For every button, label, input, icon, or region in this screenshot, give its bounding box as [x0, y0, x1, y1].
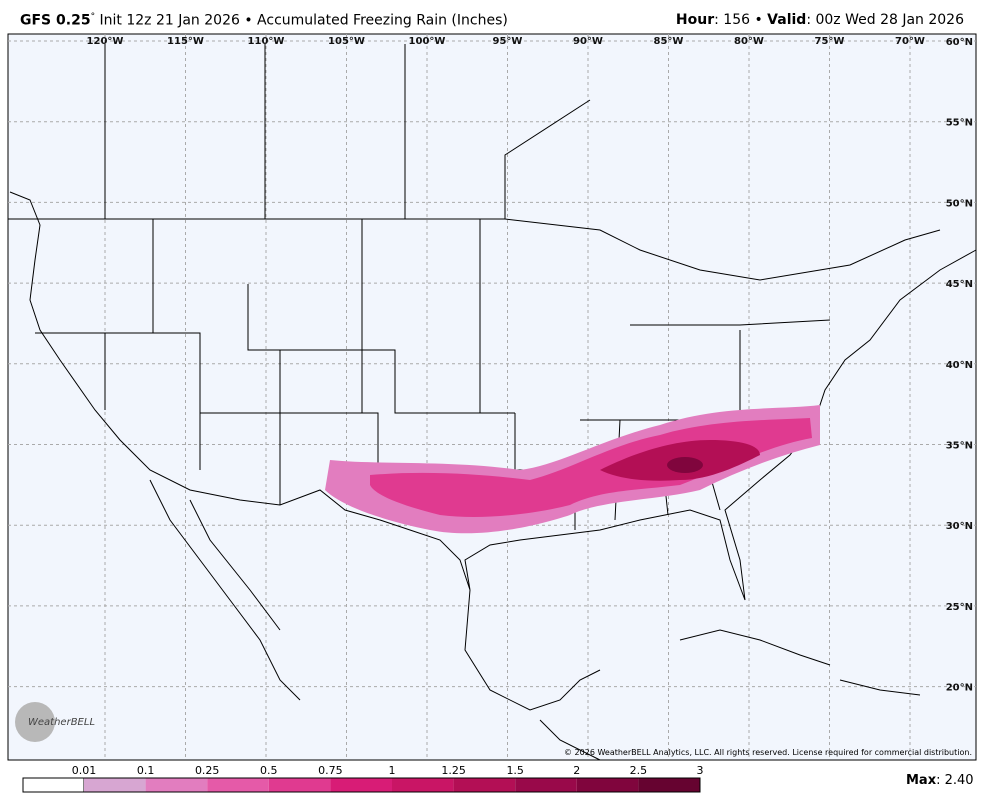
- colorbar-border: [22, 777, 701, 793]
- colorbar-segment: [207, 778, 269, 792]
- colorbar-segment: [638, 778, 700, 792]
- colorbar: 0.01 0.1 0.25 0.5 0.75 1 1.25 1.5 2 2.5 3: [22, 764, 704, 793]
- colorbar-label: 0.5: [260, 764, 278, 777]
- mexico-coast: [149, 479, 601, 761]
- colorbar-label: 3: [697, 764, 704, 777]
- lon-label: 85°W: [654, 36, 684, 47]
- colorbar-label: 2.5: [630, 764, 648, 777]
- max-label: Max: [906, 773, 937, 788]
- colorbar-segment: [268, 778, 331, 792]
- hour-value: : 156 •: [714, 12, 768, 28]
- colorbar-label: 0.01: [72, 764, 97, 777]
- colorbar-segment: [22, 777, 85, 793]
- caribbean: [679, 629, 921, 696]
- colorbar-segment: [330, 778, 392, 792]
- colorbar-label: 1.5: [506, 764, 524, 777]
- valid-info: Hour: 156 • Valid: 00z Wed 28 Jan 2026: [676, 12, 964, 28]
- lat-label: 60°N: [946, 37, 973, 48]
- colorbar-segment: [84, 778, 146, 792]
- lon-label: 100°W: [409, 36, 446, 47]
- copyright: © 2026 WeatherBELL Analytics, LLC. All r…: [564, 748, 972, 757]
- colorbar-label: 0.1: [137, 764, 155, 777]
- lon-label: 120°W: [87, 36, 124, 47]
- lat-label: 20°N: [946, 683, 973, 694]
- lat-label: 25°N: [946, 602, 973, 613]
- colorbar-segment: [392, 778, 454, 792]
- logo: WeatherBELL: [15, 702, 95, 742]
- colorbar-label: 0.25: [195, 764, 220, 777]
- map-frame: [7, 33, 977, 761]
- max-value: : 2.40: [936, 773, 973, 788]
- logo-mark: [15, 702, 55, 742]
- lon-label: 90°W: [573, 36, 603, 47]
- colorbar-segment: [453, 778, 516, 792]
- hour-label: Hour: [675, 12, 715, 28]
- colorbar-segment: [145, 778, 208, 792]
- lat-label: 30°N: [946, 521, 973, 532]
- logo-text: WeatherBELL: [28, 717, 95, 728]
- lon-label: 105°W: [328, 36, 365, 47]
- title-text: Init 12z 21 Jan 2026 • Accumulated Freez…: [99, 12, 508, 29]
- lon-label: 110°W: [248, 36, 285, 47]
- colorbar-segment: [515, 778, 577, 792]
- lon-label: 75°W: [815, 36, 845, 47]
- colorbar-label: 1.25: [441, 764, 466, 777]
- lat-label: 40°N: [946, 360, 973, 371]
- model: GFS 0.25: [20, 12, 91, 29]
- lat-label: 35°N: [946, 441, 973, 452]
- title: GFS 0.25° Init 12z 21 Jan 2026 • Accumul…: [20, 12, 508, 29]
- colorbar-label: 2: [573, 764, 580, 777]
- colorbar-label: 1: [389, 764, 396, 777]
- lat-label: 45°N: [946, 279, 973, 290]
- lon-label: 70°W: [895, 36, 925, 47]
- valid-label: Valid: [767, 12, 807, 28]
- colorbar-label: 0.75: [318, 764, 343, 777]
- valid-value: : 00z Wed 28 Jan 2026: [806, 12, 964, 28]
- lon-label: 115°W: [167, 36, 204, 47]
- max: Max: 2.40: [906, 773, 974, 788]
- lon-label: 95°W: [493, 36, 523, 47]
- degree: °: [90, 12, 96, 22]
- lon-label: 80°W: [734, 36, 764, 47]
- lat-label: 55°N: [946, 118, 973, 129]
- colorbar-segment: [576, 778, 639, 792]
- swath-max: [667, 457, 703, 473]
- lat-label: 50°N: [946, 198, 973, 209]
- freezing-rain-swath: [325, 405, 820, 534]
